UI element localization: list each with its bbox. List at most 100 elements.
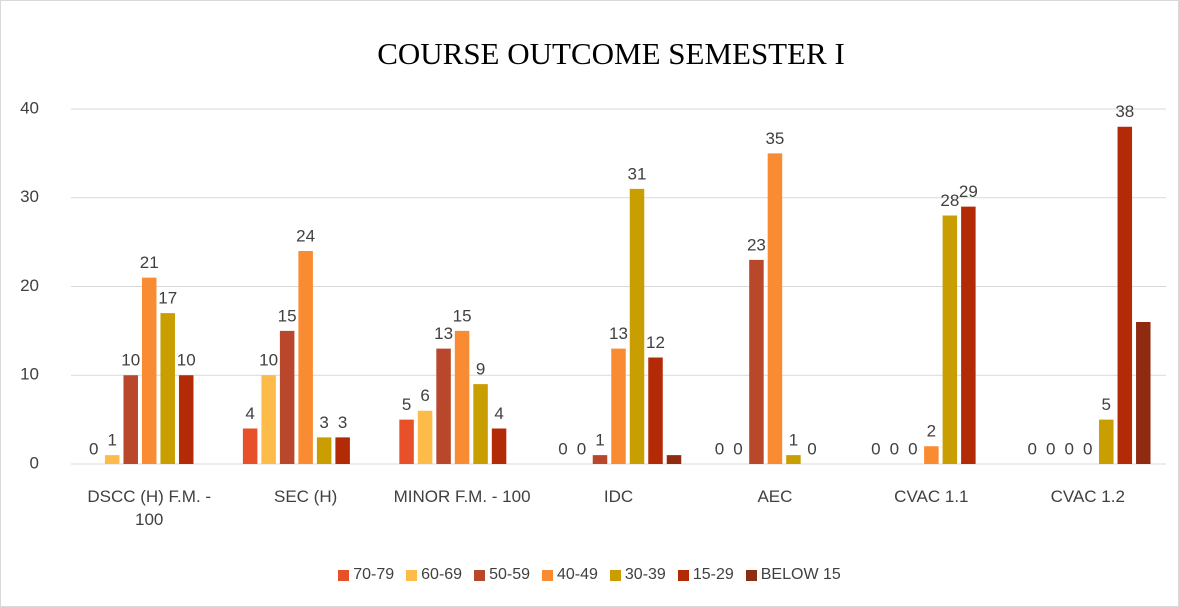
data-label: 15 — [453, 306, 472, 325]
x-tick-label: IDC — [603, 487, 634, 506]
data-label: 4 — [245, 404, 254, 423]
bar — [942, 215, 958, 464]
data-label: 5 — [1102, 395, 1111, 414]
data-label: 9 — [476, 360, 485, 379]
data-label: 4 — [494, 404, 503, 423]
data-label: 0 — [1065, 439, 1074, 458]
legend-swatch — [474, 569, 486, 581]
data-label: 3 — [319, 413, 328, 432]
bar — [924, 446, 939, 464]
legend-label: BELOW 15 — [760, 566, 841, 583]
bar — [123, 375, 138, 464]
data-label: 3 — [338, 413, 347, 432]
y-tick-label: 30 — [20, 187, 39, 206]
x-tick-label: SEC (H) — [274, 487, 338, 506]
legend-swatch — [745, 569, 757, 581]
data-label: 10 — [121, 351, 140, 370]
data-label: 0 — [1028, 439, 1037, 458]
data-label: 29 — [959, 182, 978, 201]
legend-label: 40-49 — [556, 566, 598, 583]
data-label: 24 — [296, 226, 315, 245]
bar — [335, 437, 350, 464]
bar — [767, 153, 783, 464]
legend-item: 30-39 — [609, 566, 666, 584]
bar — [316, 437, 332, 464]
data-label: 1 — [107, 431, 116, 450]
legend-swatch — [541, 569, 553, 581]
data-label: 0 — [715, 439, 724, 458]
x-tick-label: MINOR F.M. - 100 — [393, 487, 531, 506]
x-tick-label: AEC — [757, 487, 793, 506]
bar — [648, 357, 663, 464]
bar — [1117, 126, 1133, 464]
legend-label: 60-69 — [421, 566, 463, 583]
bar — [454, 330, 470, 464]
legend-item: 40-49 — [541, 566, 598, 584]
data-label: 0 — [807, 439, 816, 458]
x-tick-label: DSCC (H) F.M. - 100 — [87, 487, 212, 529]
legend-swatch — [406, 569, 418, 581]
legend-item: BELOW 15 — [745, 566, 841, 584]
data-label: 0 — [577, 439, 586, 458]
legend: 70-79 60-69 50-59 40-49 30-39 15-29 BELOW 15 — [1, 566, 1178, 584]
bar — [749, 259, 764, 464]
data-label: 15 — [278, 306, 297, 325]
data-label: 10 — [177, 351, 196, 370]
bar — [1136, 322, 1151, 464]
data-label: 0 — [1046, 439, 1055, 458]
data-label: 31 — [628, 164, 647, 183]
x-tick-label: CVAC 1.2 — [1050, 487, 1125, 506]
data-label: 0 — [558, 439, 567, 458]
legend-label: 15-29 — [692, 566, 734, 583]
bar — [178, 375, 194, 464]
data-label: 10 — [259, 351, 278, 370]
y-tick-label: 0 — [30, 453, 39, 472]
bar — [666, 455, 682, 464]
data-label: 0 — [890, 439, 899, 458]
data-label: 21 — [140, 253, 159, 272]
legend-swatch — [609, 569, 621, 581]
data-label: 5 — [402, 395, 411, 414]
data-label: 12 — [646, 333, 665, 352]
legend-item: 70-79 — [338, 566, 394, 584]
bar — [261, 375, 276, 464]
legend-item: 15-29 — [677, 566, 734, 584]
data-label: 2 — [927, 422, 936, 441]
bar — [242, 428, 258, 464]
bar — [417, 410, 433, 464]
data-label: 38 — [1115, 102, 1134, 121]
bar — [473, 384, 488, 464]
data-label: 17 — [158, 289, 177, 308]
bar — [298, 251, 313, 464]
legend-label: 70-79 — [353, 566, 395, 583]
data-label: 0 — [871, 439, 880, 458]
legend-swatch — [677, 569, 689, 581]
bar — [279, 330, 295, 464]
data-label: 35 — [765, 129, 784, 148]
bar — [592, 455, 608, 464]
bar — [104, 455, 120, 464]
bar — [141, 277, 157, 464]
bar — [629, 188, 645, 464]
data-label: 1 — [789, 431, 798, 450]
bar — [961, 206, 976, 464]
legend-swatch — [338, 569, 350, 581]
data-label: 23 — [747, 235, 766, 254]
data-label: 13 — [434, 324, 453, 343]
y-tick-label: 40 — [20, 98, 39, 117]
data-label: 13 — [609, 324, 628, 343]
y-tick-label: 10 — [20, 365, 39, 384]
bar — [399, 419, 414, 464]
data-label: 0 — [733, 439, 742, 458]
data-label: 28 — [940, 191, 959, 210]
bar — [160, 313, 175, 464]
data-label: 0 — [89, 439, 98, 458]
chart-title: COURSE OUTCOME SEMESTER I — [377, 36, 845, 71]
legend-item: 50-59 — [474, 566, 530, 584]
data-label: 0 — [1083, 439, 1092, 458]
bar — [786, 455, 801, 464]
x-tick-label: CVAC 1.1 — [894, 487, 969, 506]
data-label: 0 — [908, 439, 917, 458]
